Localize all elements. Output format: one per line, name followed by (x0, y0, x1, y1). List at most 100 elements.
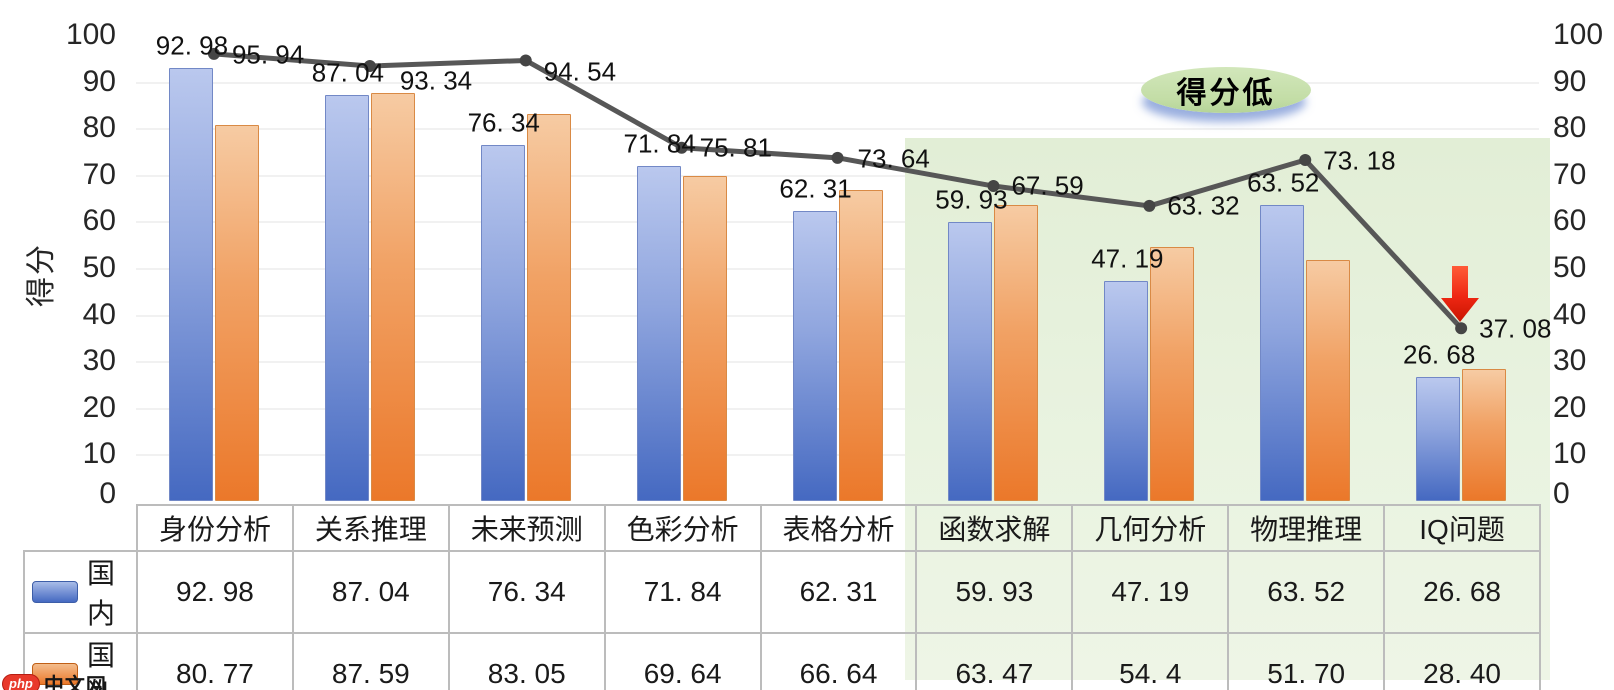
line-value-label-关系推理: 93. 34 (399, 65, 473, 96)
table-header-身份分析: 身份分析 (136, 504, 294, 552)
bar-foreign-表格分析 (838, 190, 883, 501)
gridline-30 (136, 361, 1539, 364)
cell-国外-表格分析: 66. 64 (759, 632, 918, 690)
line-value-label-函数求解: 67. 59 (1011, 170, 1084, 201)
bar-foreign-函数求解 (994, 205, 1039, 501)
bar-domestic-未来预测 (480, 145, 525, 501)
y-tick-right-10: 10 (1553, 437, 1587, 471)
table-header-IQ问题: IQ问题 (1383, 504, 1542, 552)
cell-国内-未来预测: 76. 34 (447, 550, 606, 634)
cell-国外-关系推理: 87. 59 (291, 632, 450, 690)
cell-国内-IQ问题: 26. 68 (1383, 550, 1542, 634)
blue-bar-swatch-icon (32, 581, 78, 603)
top-marker-表格分析 (831, 151, 844, 164)
y-tick-left-60: 60 (82, 204, 116, 238)
cell-国外-物理推理: 51. 70 (1227, 632, 1386, 690)
bar-foreign-关系推理 (370, 92, 415, 501)
bar-domestic-物理推理 (1260, 204, 1305, 501)
cell-国外-几何分析: 54. 4 (1071, 632, 1230, 690)
cell-国外-身份分析: 80. 77 (136, 632, 294, 690)
y-tick-right-30: 30 (1553, 344, 1587, 378)
bar-domestic-色彩分析 (636, 166, 681, 501)
bar-foreign-物理推理 (1306, 260, 1351, 501)
cell-国外-未来预测: 83. 05 (447, 632, 606, 690)
bar-domestic-表格分析 (792, 210, 837, 501)
y-tick-right-90: 90 (1553, 64, 1587, 98)
legend-label-国内: 国内 (87, 558, 116, 629)
y-axis-title: 得分 (25, 243, 58, 307)
data-table: 身份分析 关系推理 未来预测 色彩分析 表格分析 函数求解 几何分析 物理推理 IQ问题 国内 92… (23, 504, 1542, 690)
y-tick-left-50: 50 (82, 251, 116, 284)
bar-value-label-IQ问题: 26. 68 (1402, 339, 1476, 370)
low-score-callout: 得分低 (1141, 67, 1311, 113)
gridline-10 (136, 454, 1539, 457)
y-tick-right-0: 0 (1553, 477, 1570, 510)
cell-国内-色彩分析: 71. 84 (603, 550, 762, 634)
bar-value-label-未来预测: 76. 34 (467, 107, 540, 138)
line-value-label-色彩分析: 75. 81 (699, 132, 772, 163)
line-value-label-身份分析: 95. 94 (231, 39, 305, 70)
y-tick-left-10: 10 (82, 437, 116, 471)
line-value-label-表格分析: 73. 64 (857, 143, 930, 174)
table-header-函数求解: 函数求解 (915, 504, 1074, 552)
line-value-label-物理推理: 73. 18 (1323, 145, 1396, 176)
legend-label-国外: 国外 (87, 640, 116, 690)
line-value-label-几何分析: 63. 32 (1167, 190, 1240, 221)
table-header-关系推理: 关系推理 (291, 504, 450, 552)
bar-domestic-函数求解 (948, 221, 993, 501)
bar-value-label-函数求解: 59. 93 (935, 184, 1008, 215)
bar-domestic-IQ问题 (1416, 376, 1461, 501)
bar-value-label-身份分析: 92. 98 (155, 30, 229, 61)
y-tick-right-60: 60 (1553, 204, 1587, 238)
y-tick-right-40: 40 (1553, 297, 1587, 331)
bar-foreign-IQ问题 (1462, 368, 1507, 501)
php-logo-icon: php (2, 673, 40, 690)
bar-foreign-几何分析 (1150, 247, 1195, 501)
y-tick-right-70: 70 (1553, 157, 1587, 191)
bar-value-label-几何分析: 47. 19 (1091, 243, 1164, 274)
cell-国外-色彩分析: 69. 64 (603, 632, 762, 690)
watermark-text: 中文网 (43, 675, 107, 690)
cell-国外-IQ问题: 28. 40 (1383, 632, 1542, 690)
y-tick-right-50: 50 (1553, 251, 1587, 284)
watermark: php 中文网 (2, 669, 107, 690)
table-header-未来预测: 未来预测 (447, 504, 606, 552)
y-tick-left-40: 40 (82, 297, 116, 331)
y-tick-left-0: 0 (99, 477, 116, 510)
bar-value-label-物理推理: 63. 52 (1247, 167, 1320, 198)
cell-国内-关系推理: 87. 04 (291, 550, 450, 634)
bar-domestic-关系推理 (324, 95, 369, 501)
y-tick-left-80: 80 (82, 111, 116, 145)
bar-value-label-色彩分析: 71. 84 (623, 128, 696, 159)
line-value-label-IQ问题: 37. 08 (1479, 313, 1552, 344)
cell-国外-函数求解: 63. 47 (915, 632, 1074, 690)
cell-国内-表格分析: 62. 31 (759, 550, 918, 634)
cell-国内-身份分析: 92. 98 (136, 550, 294, 634)
legend-cell-国内: 国内 (23, 550, 138, 634)
bar-domestic-身份分析 (168, 67, 213, 501)
y-tick-right-20: 20 (1553, 390, 1587, 424)
y-tick-right-100: 100 (1553, 18, 1604, 51)
table-header-色彩分析: 色彩分析 (603, 504, 762, 552)
y-tick-left-30: 30 (82, 344, 116, 378)
y-tick-left-20: 20 (82, 390, 116, 424)
bar-foreign-未来预测 (526, 113, 571, 501)
bar-foreign-身份分析 (214, 124, 259, 501)
cell-国内-几何分析: 47. 19 (1071, 550, 1230, 634)
bar-foreign-色彩分析 (682, 176, 727, 501)
table-corner-blank (24, 505, 137, 551)
line-value-label-未来预测: 94. 54 (543, 56, 617, 87)
y-tick-right-80: 80 (1553, 111, 1587, 145)
cell-国内-函数求解: 59. 93 (915, 550, 1074, 634)
bar-value-label-关系推理: 87. 04 (311, 57, 384, 88)
table-header-表格分析: 表格分析 (759, 504, 918, 552)
bar-domestic-几何分析 (1104, 281, 1149, 501)
table-header-几何分析: 几何分析 (1071, 504, 1230, 552)
gridline-20 (136, 407, 1539, 410)
bar-value-label-表格分析: 62. 31 (779, 173, 852, 204)
cell-国内-物理推理: 63. 52 (1227, 550, 1386, 634)
top-marker-未来预测 (519, 54, 532, 67)
table-row-国内: 国内 92. 98 87. 04 76. 34 71. 84 62. 31 59. 93 47… (23, 550, 1542, 634)
